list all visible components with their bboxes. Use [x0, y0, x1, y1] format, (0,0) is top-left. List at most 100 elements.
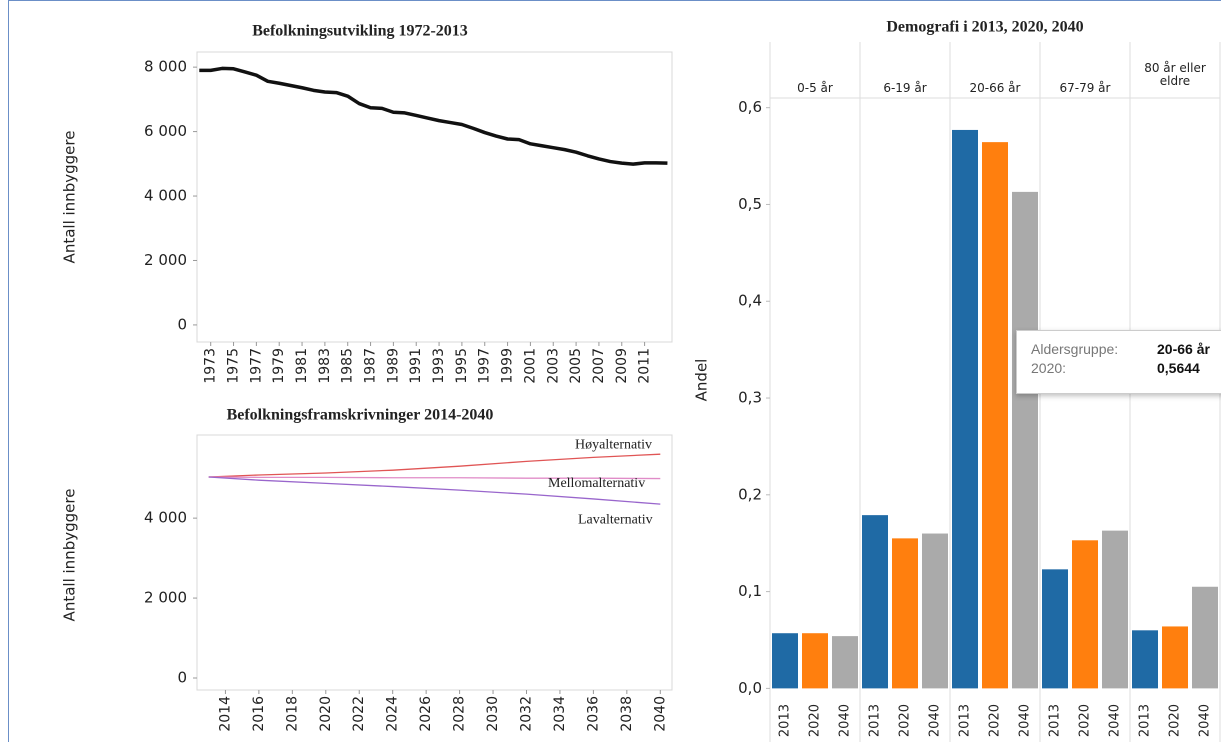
x-tick-label: 1987: [363, 348, 379, 384]
bar: [832, 636, 858, 689]
y-axis-label: Antall innbyggere: [61, 131, 79, 264]
tooltip-key: Aldersgruppe:: [1031, 341, 1119, 357]
x-tick-label: 1977: [248, 348, 264, 384]
plot-frame: [196, 434, 673, 691]
x-tick-label: 1985: [340, 348, 356, 384]
chart-title: Befolkningsutvikling 1972-2013: [252, 23, 468, 40]
bar: [1132, 630, 1158, 689]
bar: [772, 633, 798, 689]
y-tick-label: 0,5: [738, 195, 762, 213]
y-tick-label: 0,3: [738, 389, 762, 407]
x-tick-label: 2020: [318, 696, 334, 732]
x-tick-label: 2013: [1138, 704, 1153, 737]
facet-header: 6-19 år: [883, 81, 927, 95]
x-tick-label: 2007: [591, 348, 607, 384]
bar: [1042, 569, 1068, 689]
x-tick-label: 2003: [545, 348, 561, 384]
bar: [952, 129, 978, 689]
x-tick-label: 1995: [454, 348, 470, 384]
x-tick-label: 1999: [500, 348, 516, 384]
x-tick-label: 1983: [317, 348, 333, 384]
x-tick-label: 2040: [1108, 704, 1123, 737]
y-tick-label: 2 000: [144, 251, 187, 269]
series-line: [208, 476, 661, 505]
x-tick-label: 2020: [898, 704, 913, 737]
x-tick-label: 2013: [868, 704, 883, 737]
series-label: Høyalternativ: [575, 437, 652, 452]
y-tick-label: 0: [177, 669, 187, 687]
x-tick-label: 2001: [522, 348, 538, 384]
x-tick-label: 2040: [652, 696, 668, 732]
y-tick-label: 6 000: [144, 122, 187, 140]
x-tick-label: 2040: [928, 704, 943, 737]
x-tick-label: 2038: [619, 696, 635, 732]
bar: [1162, 626, 1188, 689]
x-tick-label: 1975: [226, 348, 242, 384]
x-tick-label: 2009: [614, 348, 630, 384]
bar: [802, 633, 828, 689]
facet-header: 67-79 år: [1059, 81, 1111, 95]
x-tick-label: 2020: [808, 704, 823, 737]
bar: [1012, 191, 1038, 689]
y-tick-label: 0,6: [738, 98, 762, 116]
x-tick-label: 1973: [203, 348, 219, 384]
facet-header: 20-66 år: [969, 81, 1021, 95]
y-tick-label: 0,4: [738, 292, 762, 310]
x-tick-label: 2020: [1078, 704, 1093, 737]
x-tick-label: 2032: [518, 696, 534, 732]
y-tick-label: 0: [177, 315, 187, 333]
x-tick-label: 2016: [251, 696, 267, 732]
x-tick-label: 2013: [778, 704, 793, 737]
y-tick-label: 0,1: [738, 582, 762, 600]
x-tick-label: 2020: [988, 704, 1003, 737]
x-tick-label: 2011: [637, 348, 653, 384]
y-tick-label: 0,0: [738, 679, 762, 697]
x-tick-label: 2020: [1168, 704, 1183, 737]
y-tick-label: 0,2: [738, 485, 762, 503]
x-tick-label: 2022: [351, 696, 367, 732]
x-tick-label: 2034: [552, 696, 568, 732]
x-tick-label: 2028: [452, 696, 468, 732]
x-tick-label: 2040: [1198, 704, 1213, 737]
y-tick-label: 4 000: [144, 187, 187, 205]
tooltip: Aldersgruppe: 20-66 år 2020: 0,5644: [1016, 330, 1221, 394]
facet-header: 0-5 år: [797, 81, 833, 95]
bar: [1072, 540, 1098, 689]
tooltip-value: 0,5644: [1157, 360, 1200, 376]
plot-frame: [196, 51, 673, 343]
x-tick-label: 2013: [958, 704, 973, 737]
x-tick-label: 2030: [485, 696, 501, 732]
bar: [892, 538, 918, 689]
series-line: [208, 453, 661, 478]
x-tick-label: 2026: [418, 696, 434, 732]
bar: [922, 533, 948, 689]
series-line: [199, 66, 668, 166]
series-label: Lavalternativ: [578, 512, 653, 527]
bar: [982, 142, 1008, 689]
tooltip-key: 2020:: [1031, 360, 1067, 376]
x-tick-label: 2024: [385, 696, 401, 732]
x-tick-label: 1981: [294, 348, 310, 384]
y-axis-label: Antall innbyggere: [61, 489, 79, 622]
bar: [862, 515, 888, 689]
y-tick-label: 4 000: [144, 509, 187, 527]
y-tick-label: 2 000: [144, 589, 187, 607]
x-tick-label: 1979: [271, 348, 287, 384]
x-tick-label: 1997: [477, 348, 493, 384]
x-tick-label: 1993: [431, 348, 447, 384]
chart-title: Befolkningsframskrivninger 2014-2040: [227, 407, 494, 424]
x-tick-label: 2018: [284, 696, 300, 732]
x-tick-label: 2036: [585, 696, 601, 732]
y-tick-label: 8 000: [144, 58, 187, 76]
chart-title: Demografi i 2013, 2020, 2040: [886, 19, 1083, 36]
series-line: [208, 476, 661, 480]
bar: [1192, 586, 1218, 689]
tooltip-value: 20-66 år: [1157, 341, 1210, 357]
x-tick-label: 2005: [568, 348, 584, 384]
tooltip-row: 2020: 0,5644: [1031, 360, 1221, 376]
x-tick-label: 1991: [408, 348, 424, 384]
facet-header: 80 år eller eldre: [1144, 61, 1206, 88]
y-axis-label: Andel: [693, 359, 711, 402]
